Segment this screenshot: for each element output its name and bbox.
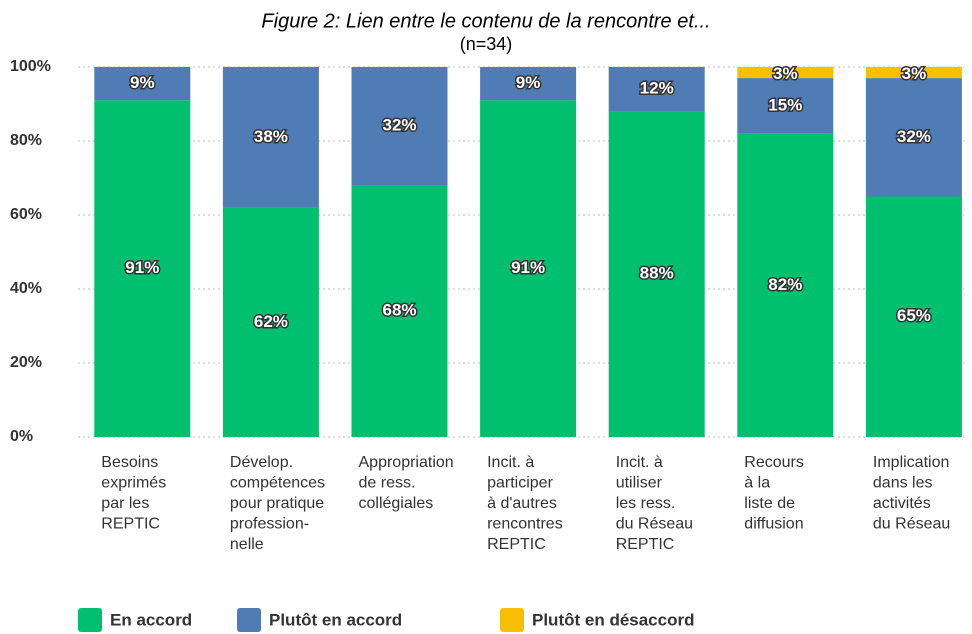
x-tick-label-line: Appropriation xyxy=(359,454,454,471)
data-label: 88% xyxy=(640,264,674,283)
chart-subtitle: (n=34) xyxy=(460,34,513,54)
data-label: 65% xyxy=(897,306,931,325)
x-tick-label-line: Besoins xyxy=(101,454,158,471)
y-tick-label: 40% xyxy=(10,280,42,297)
x-tick-label-line: activités xyxy=(873,495,931,512)
x-tick-label-line: Recours xyxy=(744,454,804,471)
x-tick-label-line: Implication xyxy=(873,454,949,471)
bar-segment xyxy=(608,67,705,112)
bar-segment xyxy=(94,100,191,438)
bar-segment xyxy=(480,100,577,438)
x-tick-label-line: Incit. à xyxy=(487,454,534,471)
x-tick-label-line: les ress. xyxy=(616,495,676,512)
chart-title: Figure 2: Lien entre le contenu de la re… xyxy=(261,10,710,32)
x-tick-label-line: REPTIC xyxy=(487,536,546,553)
x-tick-label: Implication dans les activités du Réseau xyxy=(873,454,950,533)
data-label: 38% xyxy=(254,127,288,146)
data-label: 82% xyxy=(768,275,802,294)
data-label: 3% xyxy=(902,64,927,83)
x-tick-label-line: par les xyxy=(101,495,149,512)
y-tick-label: 20% xyxy=(10,354,42,371)
x-tick-label: Besoins exprimés par les REPTIC xyxy=(101,454,166,533)
data-label: 32% xyxy=(897,127,931,146)
bar-segment xyxy=(608,111,705,438)
x-tick-label-line: profession- xyxy=(230,516,309,533)
x-tick-label-line: REPTIC xyxy=(101,516,160,533)
legend-label: Plutôt en désaccord xyxy=(532,610,694,629)
y-tick-label: 0% xyxy=(10,428,33,445)
x-tick-label: Incit. à participer à d'autres rencontres RE… xyxy=(487,454,563,553)
bar-segment xyxy=(222,67,319,208)
x-tick-label-line: exprimés xyxy=(101,475,166,492)
legend-swatch xyxy=(237,608,261,632)
x-tick-label-line: du Réseau xyxy=(873,516,950,533)
x-tick-label-line: de ress. xyxy=(359,475,416,492)
legend-swatch xyxy=(500,608,524,632)
data-label: 3% xyxy=(773,64,798,83)
data-label: 91% xyxy=(511,258,545,277)
bar-segment xyxy=(737,67,834,79)
x-tick-label-line: participer xyxy=(487,475,553,492)
bar-segment xyxy=(351,185,448,437)
y-tick-label: 80% xyxy=(10,132,42,149)
legend-label: En accord xyxy=(110,610,192,629)
x-tick-label-line: Incit. à xyxy=(616,454,663,471)
bar-segment xyxy=(222,207,319,437)
x-tick-label-line: pour pratique xyxy=(230,495,324,512)
data-label: 9% xyxy=(130,73,155,92)
bar-segment xyxy=(737,133,834,437)
x-tick-label-line: REPTIC xyxy=(616,536,675,553)
data-label: 12% xyxy=(640,79,674,98)
bar-segment xyxy=(737,78,834,134)
x-tick-label: Dévelop. compétences pour pratique professi… xyxy=(230,454,325,553)
bar-segment xyxy=(865,196,962,437)
x-tick-label: Recours à la liste de diffusion xyxy=(744,454,804,533)
x-tick-label-line: utiliser xyxy=(616,475,663,492)
x-tick-label-line: Dévelop. xyxy=(230,454,293,471)
legend-label: Plutôt en accord xyxy=(269,610,402,629)
data-label: 62% xyxy=(254,312,288,331)
x-tick-label-line: diffusion xyxy=(744,516,803,533)
x-tick-label-line: compétences xyxy=(230,475,325,492)
legend-swatch xyxy=(78,608,102,632)
bar-segment xyxy=(480,67,577,101)
x-tick-label-line: nelle xyxy=(230,536,264,553)
data-label: 32% xyxy=(382,116,416,135)
data-label: 68% xyxy=(382,301,416,320)
x-tick-label-line: du Réseau xyxy=(616,516,693,533)
bar-segment xyxy=(94,67,191,101)
x-tick-label-line: collégiales xyxy=(359,495,434,512)
x-tick-label: Appropriation de ress. collégiales xyxy=(359,454,454,512)
y-tick-label: 100% xyxy=(10,58,51,75)
data-label: 9% xyxy=(516,73,541,92)
y-tick-label: 60% xyxy=(10,206,42,223)
bar-segment xyxy=(865,67,962,79)
bar-segment xyxy=(351,67,448,186)
data-label: 91% xyxy=(125,258,159,277)
x-tick-label-line: liste de xyxy=(744,495,795,512)
bar-segment xyxy=(865,78,962,197)
x-tick-label-line: à d'autres xyxy=(487,495,557,512)
x-tick-label: Incit. à utiliser les ress. du Réseau REPTIC xyxy=(616,454,693,553)
x-tick-label-line: rencontres xyxy=(487,516,563,533)
data-label: 15% xyxy=(768,95,802,114)
x-tick-label-line: à la xyxy=(744,475,770,492)
x-tick-label-line: dans les xyxy=(873,475,933,492)
